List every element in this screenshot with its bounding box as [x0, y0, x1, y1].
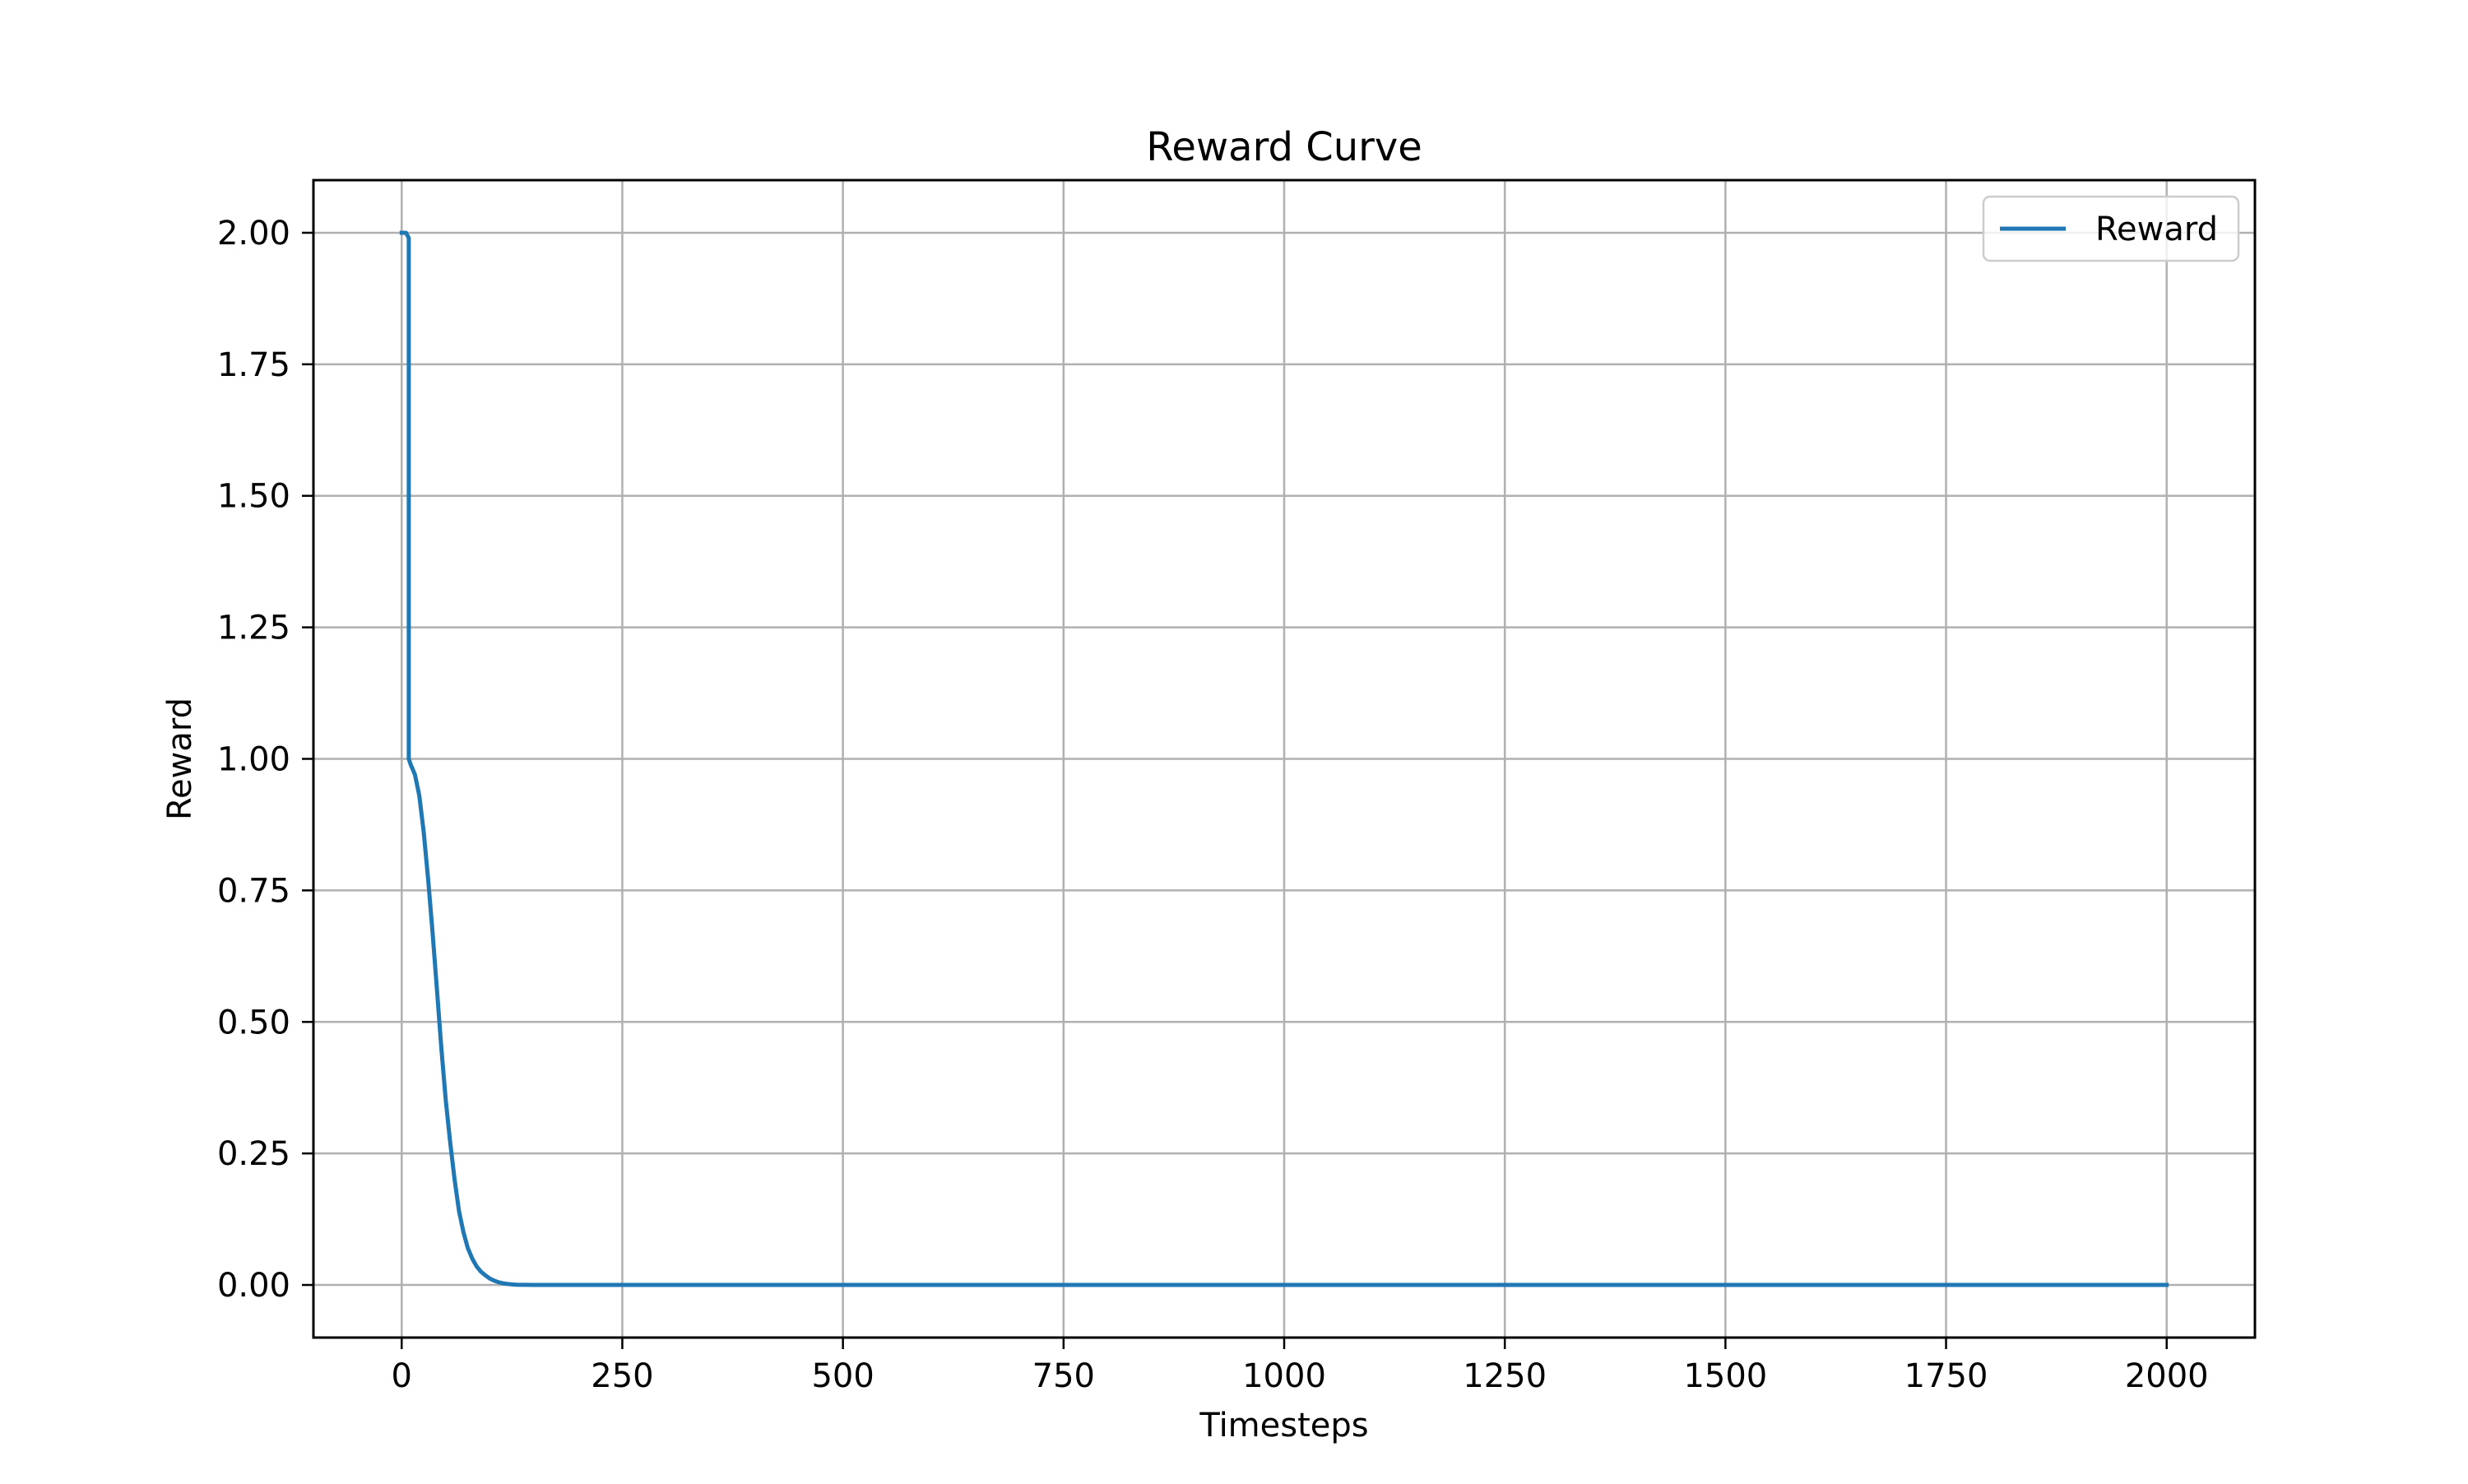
x-axis-label: Timesteps [1199, 1407, 1368, 1445]
x-tick-label: 2000 [2125, 1357, 2209, 1395]
y-tick-label: 1.25 [217, 610, 290, 647]
y-tick-label: 1.50 [217, 478, 290, 516]
chart-title: Reward Curve [1146, 124, 1422, 170]
x-tick-label: 500 [811, 1357, 874, 1395]
x-tick-label: 0 [392, 1357, 412, 1395]
y-tick-label: 1.00 [217, 741, 290, 779]
y-axis-label: Reward [161, 698, 199, 820]
x-tick-label: 1250 [1463, 1357, 1547, 1395]
series-line-reward [399, 230, 2169, 1287]
y-tick-label: 0.75 [217, 872, 290, 910]
ticks: 0 250 500 750 1000 1250 1500 1750 2000 0.00 0.25 0.… [217, 215, 2209, 1395]
y-tick-label: 0.25 [217, 1135, 290, 1173]
y-tick-label: 0.50 [217, 1004, 290, 1041]
y-tick-label: 1.75 [217, 346, 290, 384]
legend: Reward [1982, 195, 2240, 262]
legend-label: Reward [2095, 211, 2218, 248]
series-layer [399, 230, 2169, 1287]
x-tick-label: 1500 [1683, 1357, 1767, 1395]
x-tick-label: 1000 [1242, 1357, 1326, 1395]
y-tick-label: 0.00 [217, 1267, 290, 1305]
x-tick-label: 750 [1032, 1357, 1095, 1395]
legend-box [1982, 195, 2240, 262]
x-tick-label: 250 [591, 1357, 653, 1395]
x-tick-label: 1750 [1904, 1357, 1988, 1395]
y-tick-label: 2.00 [217, 215, 290, 253]
